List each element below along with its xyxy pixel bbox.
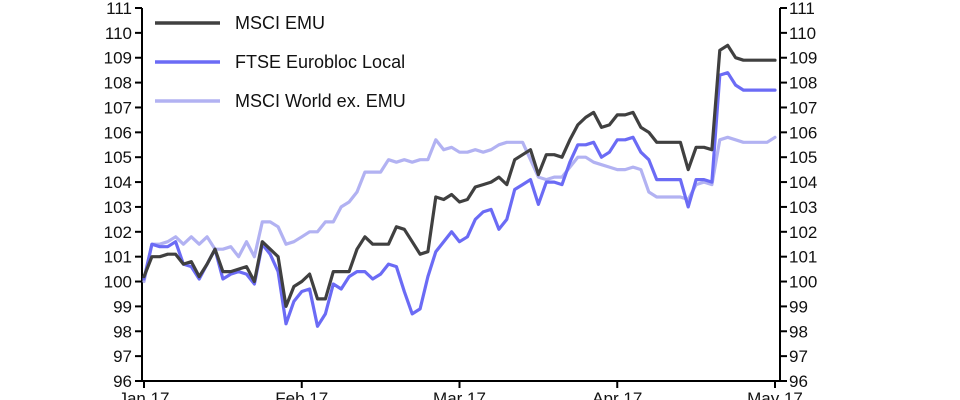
x-tick-label: May 17 bbox=[747, 389, 803, 400]
x-tick-label: Feb 17 bbox=[275, 389, 328, 400]
left-y-tick-label: 107 bbox=[104, 98, 132, 117]
right-y-tick-label: 97 bbox=[789, 347, 808, 366]
left-y-tick-label: 102 bbox=[104, 223, 132, 242]
left-y-tick-label: 104 bbox=[104, 173, 132, 192]
right-y-tick-label: 106 bbox=[789, 123, 817, 142]
right-y-tick-labels: 96 97 98 99 100 101 102 103 104 105 106 107 108 109 11… bbox=[789, 0, 817, 391]
right-y-tick-label: 101 bbox=[789, 248, 817, 267]
left-y-tick-label: 96 bbox=[113, 372, 132, 391]
left-y-tick-label: 99 bbox=[113, 297, 132, 316]
left-y-tick-label: 98 bbox=[113, 322, 132, 341]
right-y-tick-label: 102 bbox=[789, 223, 817, 242]
left-y-tick-label: 111 bbox=[106, 0, 132, 18]
series-lines bbox=[142, 43, 777, 328]
right-y-tick-label: 99 bbox=[789, 297, 808, 316]
series-line-1 bbox=[142, 43, 777, 308]
right-y-tick-label: 111 bbox=[789, 0, 815, 18]
right-y-tick-label: 104 bbox=[789, 173, 817, 192]
right-y-tick-label: 98 bbox=[789, 322, 808, 341]
left-y-tick-label: 109 bbox=[104, 49, 132, 68]
left-y-tick-label: 97 bbox=[113, 347, 132, 366]
left-y-tick-label: 103 bbox=[104, 198, 132, 217]
right-y-tick-label: 107 bbox=[789, 98, 817, 117]
left-y-tick-label: 108 bbox=[104, 74, 132, 93]
series-line-3 bbox=[142, 135, 777, 284]
left-y-tick-label: 101 bbox=[104, 248, 132, 267]
axis-ticks bbox=[135, 7, 787, 388]
x-tick-label: Apr 17 bbox=[592, 389, 642, 400]
axes bbox=[141, 8, 781, 382]
x-tick-label: Jan 17 bbox=[118, 389, 169, 400]
right-y-tick-label: 109 bbox=[789, 49, 817, 68]
right-y-tick-label: 103 bbox=[789, 198, 817, 217]
left-y-tick-labels: 96 97 98 99 100 101 102 103 104 105 106 107 108 109 11… bbox=[104, 0, 132, 391]
left-y-tick-label: 100 bbox=[104, 273, 132, 292]
right-y-tick-label: 108 bbox=[789, 74, 817, 93]
right-y-tick-label: 110 bbox=[789, 24, 816, 43]
legend: MSCI EMU FTSE Eurobloc Local MSCI World ex… bbox=[155, 13, 406, 111]
right-y-tick-label: 105 bbox=[789, 148, 817, 167]
legend-label: MSCI World ex. EMU bbox=[235, 91, 406, 111]
legend-label: MSCI EMU bbox=[235, 13, 325, 33]
right-y-tick-label: 96 bbox=[789, 372, 808, 391]
x-tick-labels: Jan 17 Feb 17 Mar 17 Apr 17 May 17 bbox=[118, 389, 802, 400]
left-y-tick-label: 105 bbox=[104, 148, 132, 167]
legend-label: FTSE Eurobloc Local bbox=[235, 52, 405, 72]
x-tick-label: Mar 17 bbox=[433, 389, 486, 400]
right-y-tick-label: 100 bbox=[789, 273, 817, 292]
left-y-tick-label: 106 bbox=[104, 123, 132, 142]
left-y-tick-label: 110 bbox=[105, 24, 132, 43]
series-line-2 bbox=[142, 71, 777, 328]
